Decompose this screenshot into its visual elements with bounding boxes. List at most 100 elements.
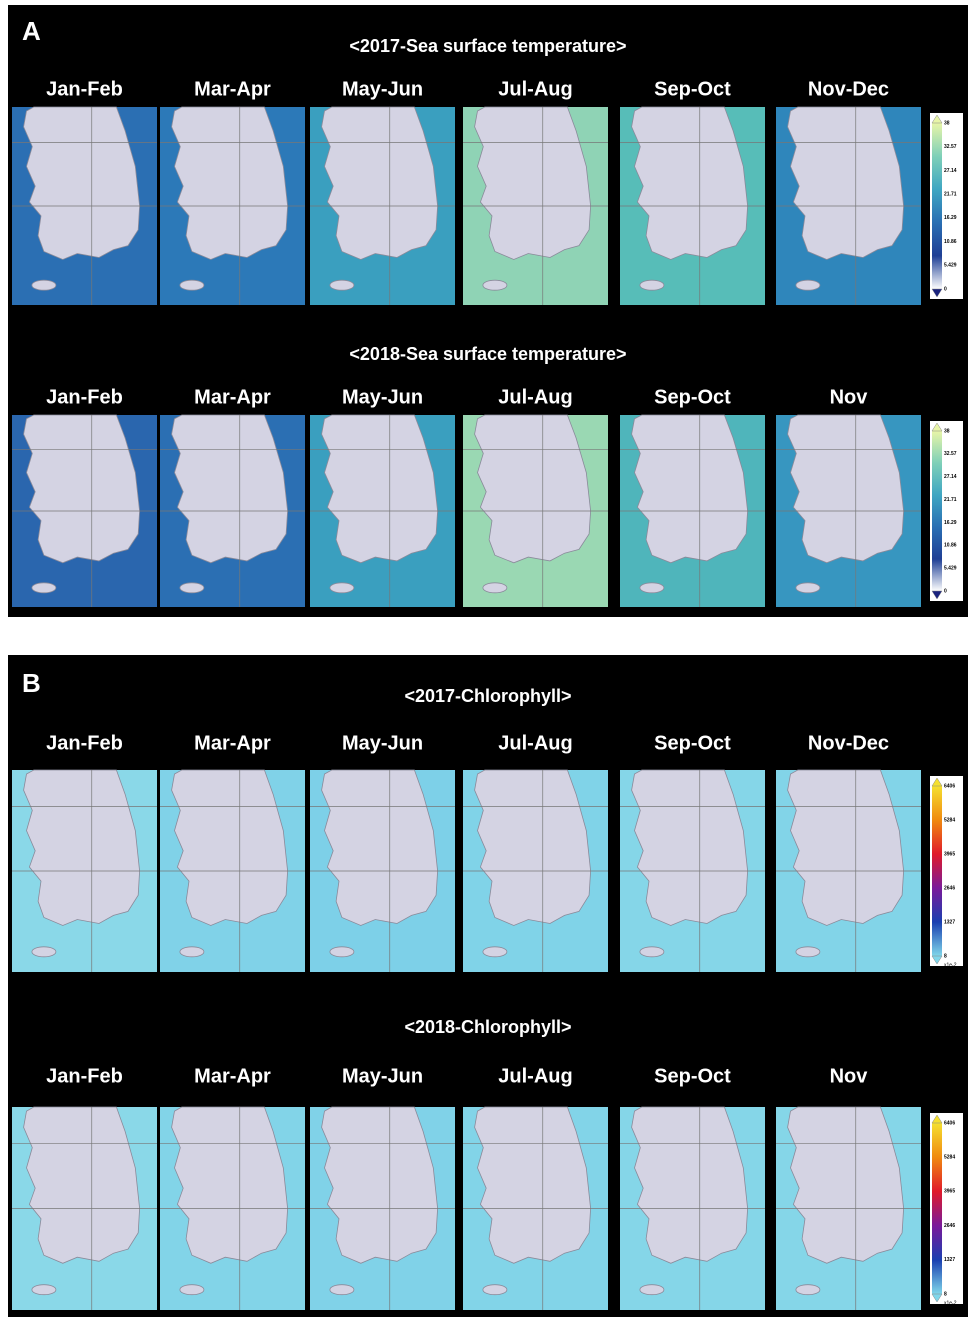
land [788, 107, 904, 260]
map [160, 107, 305, 305]
island [640, 1285, 664, 1295]
period-label: Mar-Apr [194, 1065, 271, 1087]
land [322, 1107, 438, 1263]
colorbar-tick-label: 21.71 [944, 191, 957, 197]
island [180, 583, 204, 593]
section-title: <2017-Chlorophyll> [404, 686, 571, 706]
island [483, 1285, 507, 1295]
island [330, 583, 354, 593]
island [796, 947, 820, 957]
period-label: May-Jun [342, 386, 423, 408]
island [32, 583, 56, 593]
colorbar-tick-label: 8 [944, 1291, 947, 1297]
colorbar-tick-label: 0 [944, 286, 947, 292]
period-label: Jul-Aug [498, 732, 572, 754]
colorbar-tick-label: 38 [944, 120, 950, 126]
colorbar-tick-label: 8 [944, 953, 947, 959]
island [483, 583, 507, 593]
colorbar [932, 431, 942, 591]
map [463, 107, 608, 305]
period-label: Sep-Oct [654, 386, 731, 408]
island [32, 947, 56, 957]
colorbar-tick-label: 1327 [944, 919, 955, 925]
land [788, 415, 904, 563]
island [640, 583, 664, 593]
island [330, 947, 354, 957]
map [463, 415, 608, 607]
island [640, 947, 664, 957]
map [776, 1107, 921, 1310]
map [310, 770, 455, 972]
land [322, 770, 438, 926]
colorbar-tick-label: 5.429 [944, 565, 957, 571]
colorbar-tick-label: 27.14 [944, 474, 957, 480]
map [463, 770, 608, 972]
island [180, 280, 204, 290]
colorbar-unit: x1e-2 [944, 962, 957, 968]
colorbar [932, 123, 942, 289]
colorbar-tick-label: 27.14 [944, 168, 957, 174]
colorbar-tick-label: 2646 [944, 1223, 955, 1229]
period-label: Jan-Feb [46, 386, 123, 408]
period-label: Mar-Apr [194, 386, 271, 408]
colorbar-tick-label: 0 [944, 588, 947, 594]
period-label: Mar-Apr [194, 732, 271, 754]
land [632, 1107, 748, 1263]
period-label: Jul-Aug [498, 1065, 572, 1087]
map [160, 770, 305, 972]
island [796, 583, 820, 593]
map [620, 770, 765, 972]
land [475, 1107, 591, 1263]
period-label: May-Jun [342, 78, 423, 100]
land [788, 1107, 904, 1263]
colorbar-tick-label: 3965 [944, 851, 955, 857]
colorbar-tick-label: 16.29 [944, 215, 957, 221]
map [776, 107, 921, 305]
map [620, 107, 765, 305]
period-label: May-Jun [342, 1065, 423, 1087]
figure: A<2017-Sea surface temperature>Jan-FebMa… [0, 0, 969, 1317]
land [24, 415, 140, 563]
colorbar-tick-label: 5.429 [944, 263, 957, 269]
period-label: Jan-Feb [46, 78, 123, 100]
panel-label: B [22, 668, 41, 698]
period-label: Nov [830, 386, 869, 408]
period-label: Nov-Dec [808, 78, 889, 100]
colorbar-tick-label: 3965 [944, 1189, 955, 1195]
island [330, 1285, 354, 1295]
colorbar-tick-label: 32.57 [944, 451, 957, 457]
period-label: May-Jun [342, 732, 423, 754]
map [776, 770, 921, 972]
colorbar-tick-label: 1327 [944, 1257, 955, 1263]
section-title: <2018-Chlorophyll> [404, 1017, 571, 1037]
colorbar-tick-label: 2646 [944, 885, 955, 891]
map [160, 415, 305, 607]
period-label: Jan-Feb [46, 732, 123, 754]
land [172, 770, 288, 926]
map [12, 770, 157, 972]
colorbar-unit: x1e-2 [944, 1300, 957, 1306]
period-label: Nov [830, 1065, 869, 1087]
period-label: Mar-Apr [194, 78, 271, 100]
colorbar-tick-label: 5284 [944, 1155, 955, 1161]
section-title: <2017-Sea surface temperature> [349, 36, 626, 56]
island [32, 1285, 56, 1295]
land [322, 107, 438, 260]
island [330, 280, 354, 290]
period-label: Jul-Aug [498, 386, 572, 408]
section-title: <2018-Sea surface temperature> [349, 344, 626, 364]
page: A<2017-Sea surface temperature>Jan-FebMa… [0, 0, 969, 1322]
island [32, 280, 56, 290]
map [12, 107, 157, 305]
island [483, 947, 507, 957]
colorbar-tick-label: 6406 [944, 1120, 955, 1126]
island [180, 947, 204, 957]
colorbar [932, 1123, 942, 1294]
period-label: Jan-Feb [46, 1065, 123, 1087]
land [172, 415, 288, 563]
period-label: Jul-Aug [498, 78, 572, 100]
map [310, 1107, 455, 1310]
land [24, 107, 140, 260]
colorbar-tick-label: 5284 [944, 817, 955, 823]
period-label: Nov-Dec [808, 732, 889, 754]
